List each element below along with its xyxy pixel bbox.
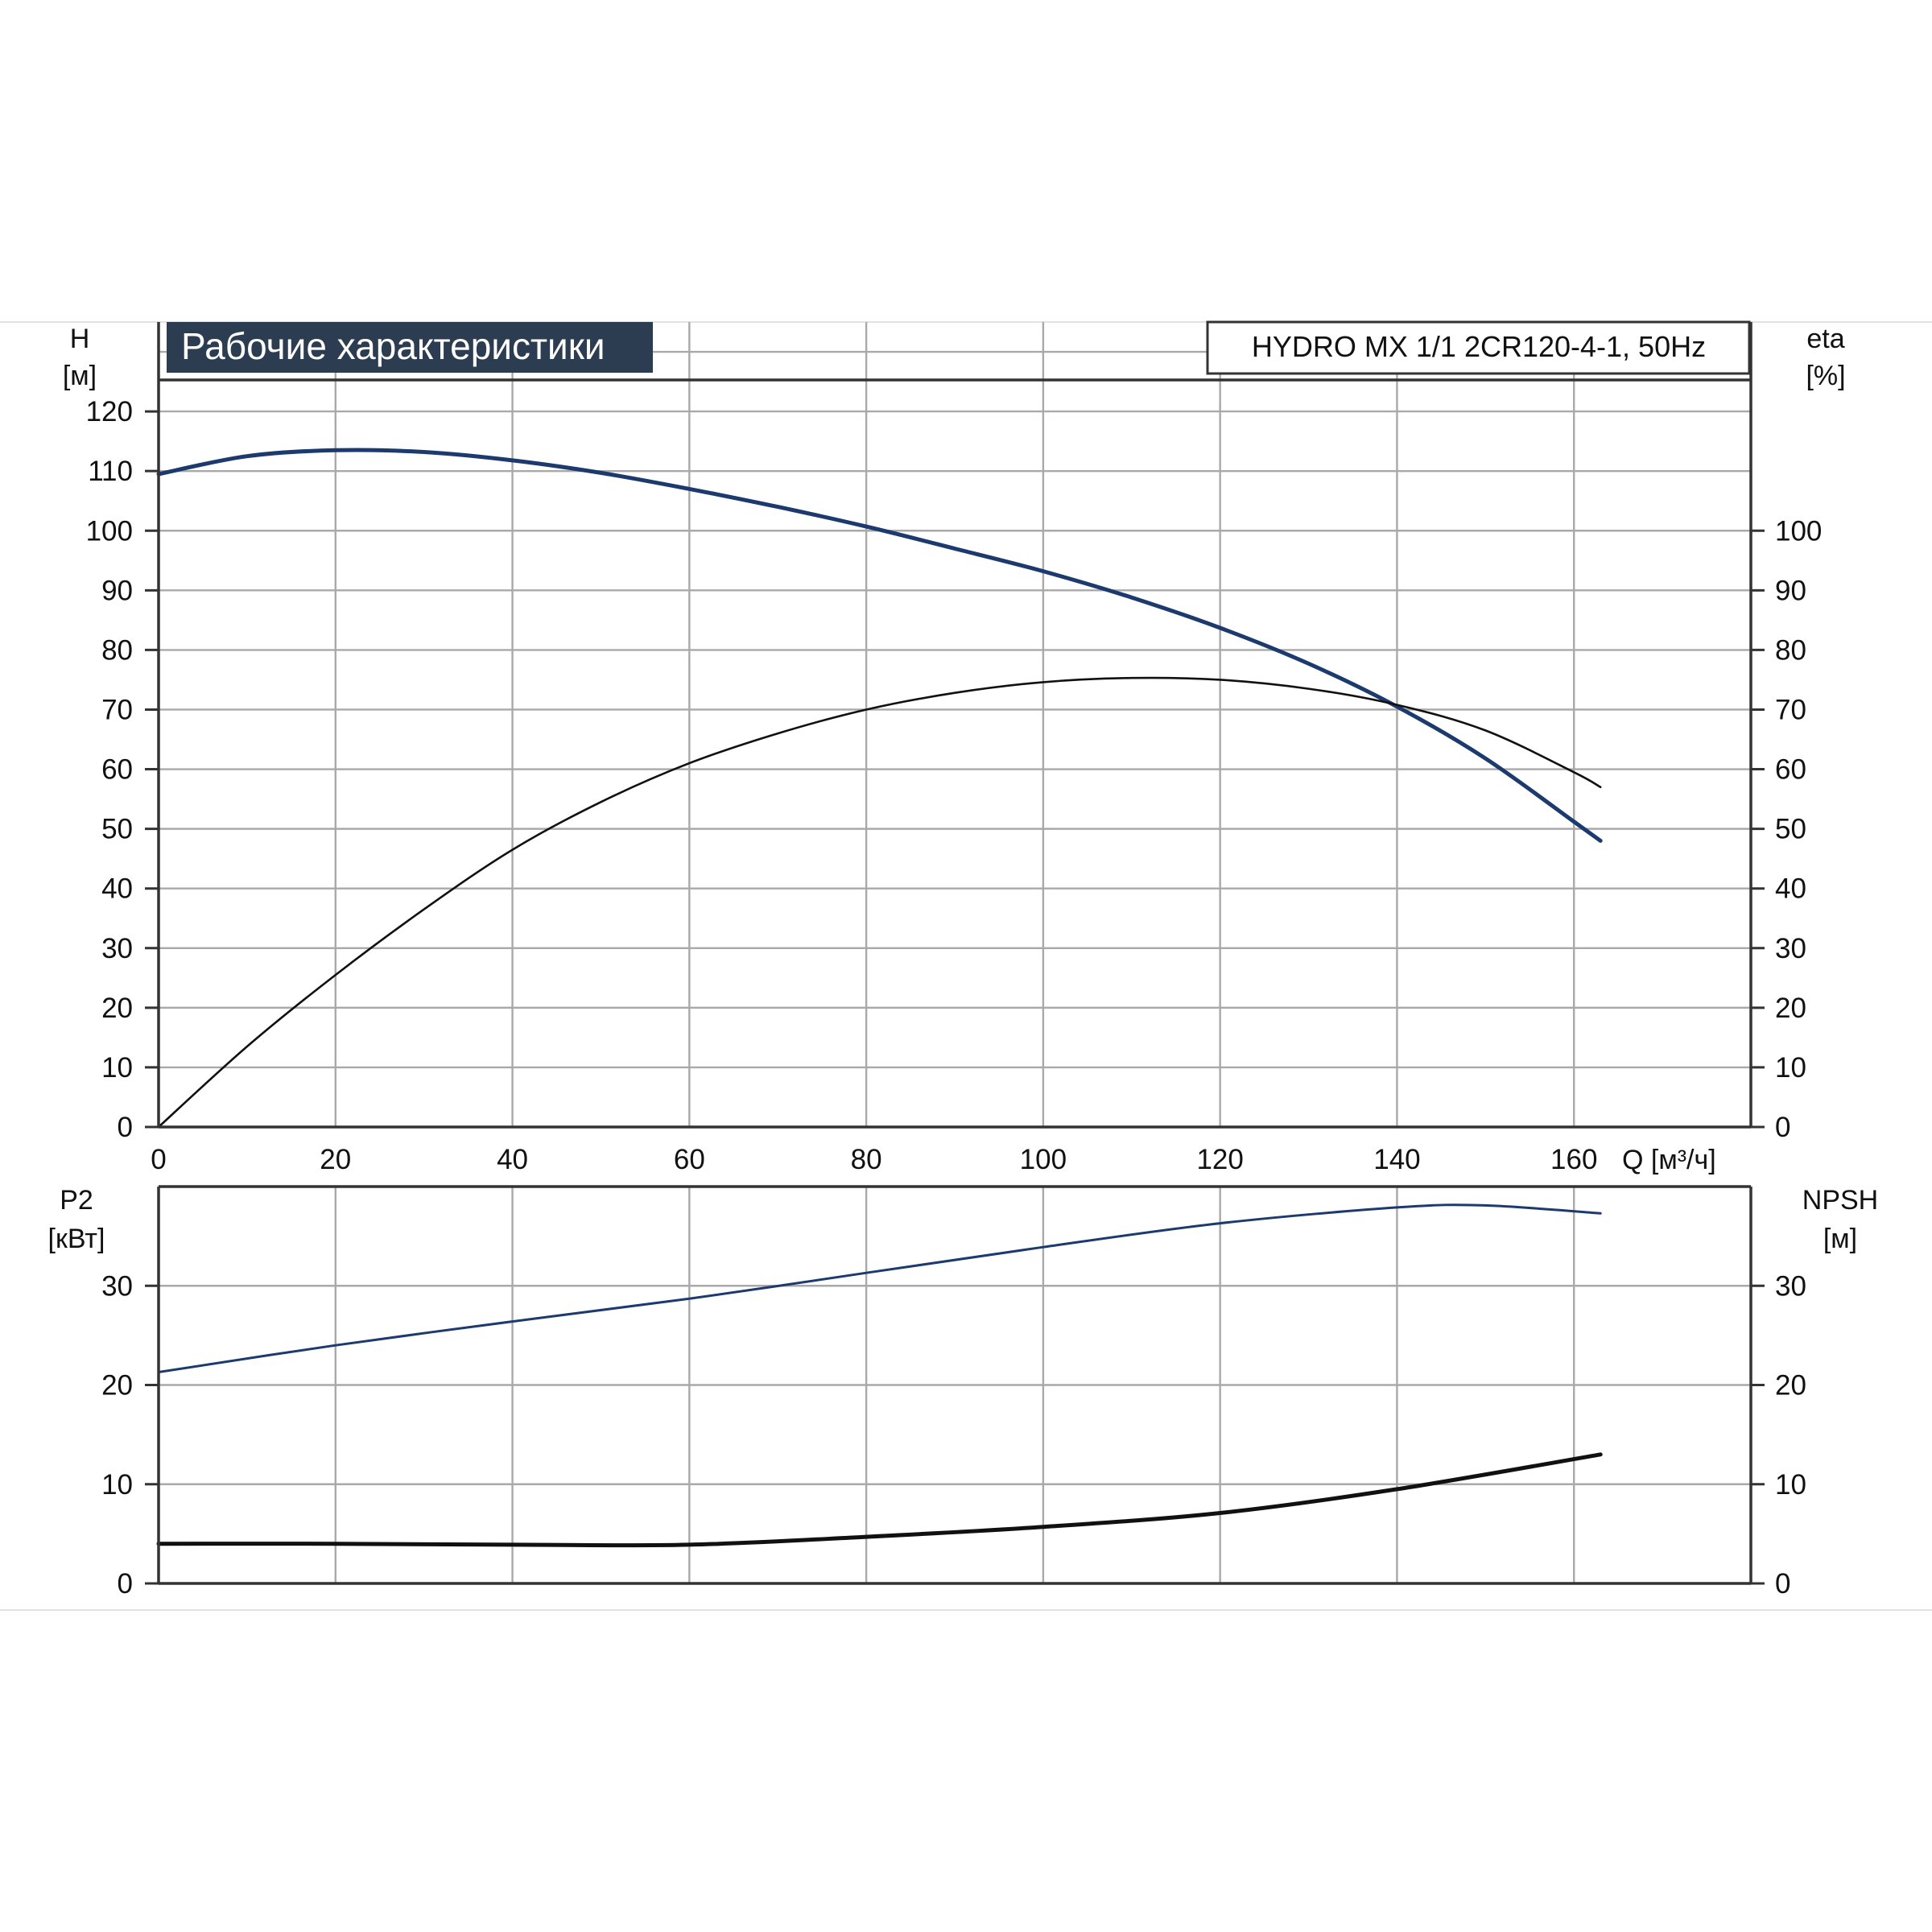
top-right-tick-label: 70	[1775, 694, 1806, 725]
top-left-tick-label: 50	[101, 814, 133, 845]
top-left-tick-label: 60	[101, 754, 133, 786]
top-right-tick-label: 40	[1775, 873, 1806, 905]
bottom-left-tick-label: 30	[101, 1270, 133, 1302]
top-right-tick-label: 20	[1775, 993, 1806, 1024]
bottom-left-axis-unit: [кВт]	[48, 1224, 105, 1254]
bottom-left-tick-label: 0	[118, 1568, 133, 1600]
top-left-tick-label: 110	[88, 456, 133, 487]
npsh-curve	[156, 1452, 1603, 1548]
bottom-right-tick-label: 0	[1775, 1568, 1790, 1600]
top-left-axis-title: H	[70, 324, 90, 354]
top-left-tick-label: 120	[86, 396, 133, 427]
x-tick-label: 0	[151, 1144, 166, 1175]
x-tick-label: 120	[1196, 1144, 1243, 1175]
top-left-axis-unit: [м]	[63, 361, 97, 391]
top-left-tick-label: 100	[86, 515, 133, 547]
x-tick-label: 80	[851, 1144, 882, 1175]
chart-title: Рабочие характеристики	[181, 325, 605, 367]
power-curve	[157, 1203, 1602, 1373]
efficiency-curve	[157, 676, 1602, 1129]
top-left-tick-label: 20	[101, 993, 133, 1024]
top-right-tick-label: 30	[1775, 933, 1806, 964]
top-left-tick-labels: 0 10 20 30 40 50 60 70 80 90 100 110 120	[86, 396, 159, 1143]
bottom-right-axis-unit: [м]	[1823, 1224, 1857, 1254]
top-right-axis-unit: [%]	[1806, 361, 1845, 391]
top-right-tick-label: 100	[1775, 515, 1822, 547]
x-tick-label: 60	[674, 1144, 705, 1175]
top-right-tick-label: 60	[1775, 754, 1806, 786]
bottom-left-tick-label: 10	[101, 1469, 133, 1501]
top-left-tick-label: 40	[101, 873, 133, 905]
x-tick-label: 100	[1020, 1144, 1067, 1175]
top-right-axis-title: eta	[1806, 324, 1844, 354]
top-right-tick-label: 0	[1775, 1112, 1790, 1143]
x-tick-label: 160	[1550, 1144, 1597, 1175]
top-gridlines	[159, 322, 1751, 1127]
model-label: HYDRO MX 1/1 2CR120-4-1, 50Hz	[1252, 330, 1706, 363]
bottom-right-tick-label: 30	[1775, 1270, 1806, 1302]
bottom-series-group	[156, 1203, 1603, 1548]
top-right-tick-label: 10	[1775, 1052, 1806, 1084]
bottom-gridlines	[159, 1185, 1751, 1583]
model-label-box	[1206, 320, 1751, 375]
top-right-tick-labels: 0 10 20 30 40 50 60 70 80 90 100	[1751, 515, 1822, 1143]
bottom-right-tick-label: 20	[1775, 1370, 1806, 1402]
bottom-right-tick-label: 10	[1775, 1469, 1806, 1501]
title-box	[167, 322, 653, 373]
bottom-left-tick-labels: 0 10 20 30	[101, 1270, 159, 1600]
top-right-tick-label: 80	[1775, 634, 1806, 666]
x-tick-label: 20	[320, 1144, 351, 1175]
x-tick-labels: 0 20 40 60 80 100 120 140 160	[151, 1144, 1597, 1175]
top-right-tick-label: 90	[1775, 575, 1806, 606]
top-right-tick-label: 50	[1775, 814, 1806, 845]
x-tick-label: 140	[1373, 1144, 1420, 1175]
top-left-tick-label: 0	[118, 1112, 133, 1143]
top-left-tick-label: 10	[101, 1052, 133, 1084]
top-left-tick-label: 70	[101, 694, 133, 725]
top-left-tick-label: 80	[101, 634, 133, 666]
x-axis-label: Q [м³/ч]	[1622, 1145, 1716, 1175]
top-left-tick-label: 90	[101, 575, 133, 606]
x-tick-label: 40	[497, 1144, 528, 1175]
bottom-right-tick-labels: 0 10 20 30	[1751, 1270, 1806, 1600]
bottom-left-tick-label: 20	[101, 1370, 133, 1402]
bottom-left-axis-title: P2	[60, 1185, 93, 1216]
bottom-right-axis-title: NPSH	[1802, 1185, 1878, 1216]
top-left-tick-label: 30	[101, 933, 133, 964]
top-series-group	[156, 448, 1603, 1129]
head-curve	[156, 448, 1603, 843]
